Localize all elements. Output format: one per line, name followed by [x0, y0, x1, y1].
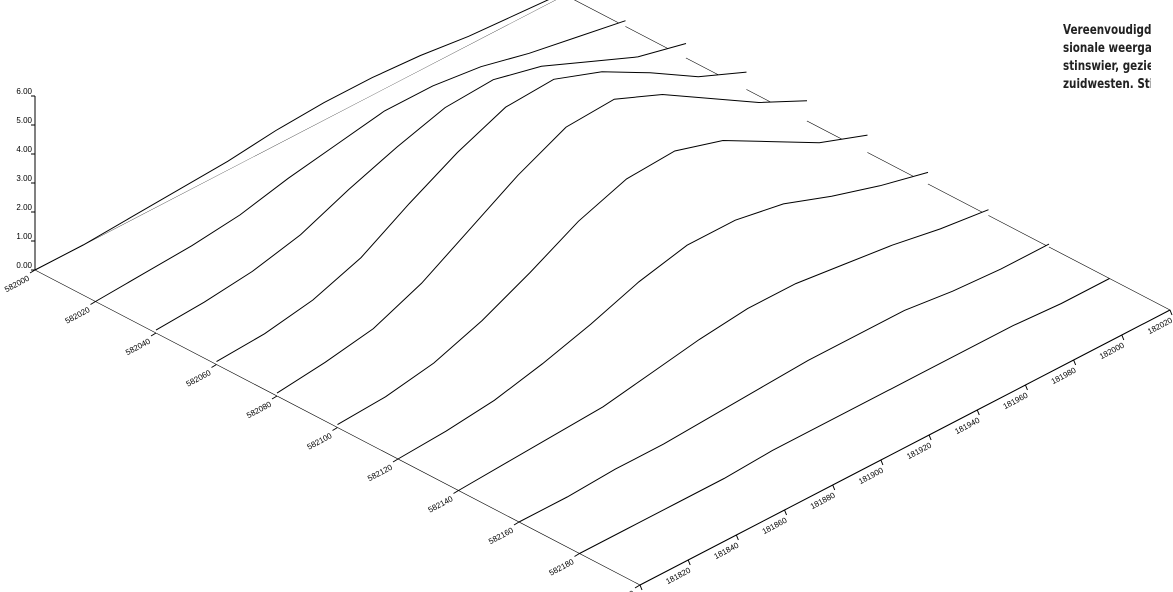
x-tick [271, 395, 278, 400]
caption-line: zuidwesten. Stich [1063, 77, 1151, 92]
x-tick [453, 490, 459, 494]
x-tick [90, 301, 96, 305]
x-tick-label: 582100 [306, 431, 334, 452]
surface-profile [458, 209, 989, 491]
y-tick-label: 181860 [761, 515, 789, 536]
row-mask [398, 172, 928, 459]
y-tick [639, 584, 643, 591]
z-tick-label: 4.00 [16, 145, 32, 154]
row-mask [458, 209, 989, 491]
surface-profile [276, 93, 808, 394]
x-tick-label: 582040 [124, 336, 152, 357]
y-tick [928, 434, 932, 441]
y-tick-label: 181920 [905, 440, 933, 461]
surface-profile [34, 0, 549, 271]
caption-line: sionale weergave [1063, 41, 1151, 56]
surface-profile [639, 309, 1171, 586]
x-tick-label: 582200 [608, 588, 636, 592]
x-tick [392, 458, 399, 463]
y-tick-label: 182020 [1146, 315, 1173, 336]
caption: Vereenvoudigde sionale weergave stinswie… [1063, 22, 1151, 94]
y-tick-label: 181960 [1002, 390, 1030, 411]
surface-profile [95, 20, 626, 302]
y-tick-label: 181980 [1050, 365, 1078, 386]
x-tick [29, 269, 36, 274]
x-tick [150, 332, 157, 337]
y-tick-label: 181820 [664, 565, 692, 586]
y-tick-label: 181880 [809, 490, 837, 511]
x-tick [332, 427, 338, 431]
x-tick [211, 364, 217, 368]
z-tick-label: 5.00 [16, 116, 32, 125]
y-tick-label: 181940 [953, 415, 981, 436]
z-tick-label: 2.00 [16, 203, 32, 212]
x-tick-label: 582000 [3, 273, 31, 294]
x-tick [634, 584, 641, 589]
surface-profile [155, 43, 687, 331]
z-tick-label: 3.00 [16, 174, 32, 183]
y-tick [1169, 309, 1173, 316]
y-tick-label: 182000 [1098, 340, 1126, 361]
y-tick [1073, 359, 1077, 366]
caption-line: stinswier, gezien [1063, 59, 1151, 74]
y-tick [832, 484, 836, 491]
x-tick-label: 582140 [427, 494, 455, 515]
surface-profile [397, 171, 929, 460]
y-tick [784, 509, 788, 516]
z-tick-label: 6.00 [16, 87, 32, 96]
caption-line: Vereenvoudigde [1063, 23, 1151, 38]
y-tick [687, 559, 691, 566]
y-tick [1024, 384, 1028, 391]
row-mask [519, 244, 1049, 522]
x-tick-label: 582180 [548, 557, 576, 578]
y-tick [1121, 334, 1125, 341]
surface-profile [579, 278, 1110, 554]
y-tick [976, 409, 980, 416]
y-tick [880, 459, 884, 466]
x-tick-label: 582060 [185, 368, 213, 389]
x-tick [574, 553, 580, 557]
x-tick [513, 521, 520, 526]
row-mask [35, 0, 556, 270]
y-tick [735, 534, 739, 541]
x-tick-label: 582080 [245, 399, 273, 420]
surface-profile [518, 243, 1050, 523]
x-tick-label: 582120 [366, 462, 394, 483]
y-tick-label: 181900 [857, 465, 885, 486]
x-tick-label: 582160 [487, 525, 515, 546]
x-tick-label: 582020 [64, 305, 92, 326]
z-tick-label: 1.00 [16, 232, 32, 241]
row-mask [337, 135, 868, 428]
y-tick-label: 181840 [712, 540, 740, 561]
surface-profile [337, 134, 868, 426]
z-tick-label: 0.00 [16, 261, 32, 270]
surface-profile [216, 71, 747, 363]
